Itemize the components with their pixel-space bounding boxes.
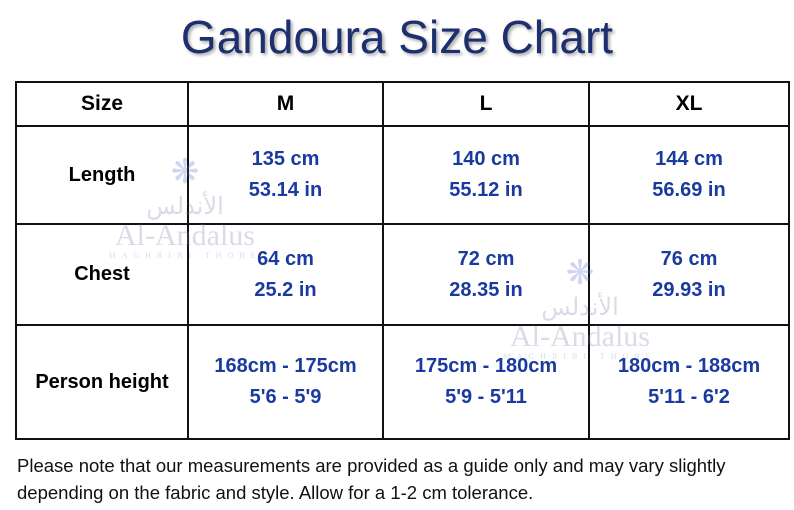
disclaimer-note: Please note that our measurements are pr… [17,455,726,503]
header-m: M [187,81,384,127]
table-row: Person height 168cm - 175cm 5'6 - 5'9 175… [15,324,790,440]
cell: 144 cm 56.69 in [588,125,790,225]
header-xl: XL [588,81,790,127]
row-label: Chest [15,223,189,326]
cell: 76 cm 29.93 in [588,223,790,326]
header-size: Size [15,81,189,127]
cell: 72 cm 28.35 in [382,223,590,326]
header-row: Size M L XL [15,81,790,127]
cell: 140 cm 55.12 in [382,125,590,225]
cell: 180cm - 188cm 5'11 - 6'2 [588,324,790,440]
row-label: Person height [15,324,189,440]
table-row: Length 135 cm 53.14 in 140 cm 55.12 in 144… [15,125,790,225]
cell: 135 cm 53.14 in [187,125,384,225]
cell: 64 cm 25.2 in [187,223,384,326]
size-chart-table: Size M L XL Length 135 cm 53.14 in 140 cm… [15,81,790,440]
cell: 168cm - 175cm 5'6 - 5'9 [187,324,384,440]
page-title: Gandoura Size Chart [180,11,614,63]
row-label: Length [15,125,189,225]
cell: 175cm - 180cm 5'9 - 5'11 [382,324,590,440]
header-l: L [382,81,590,127]
table-row: Chest 64 cm 25.2 in 72 cm 28.35 in 76 cm 29… [15,223,790,326]
